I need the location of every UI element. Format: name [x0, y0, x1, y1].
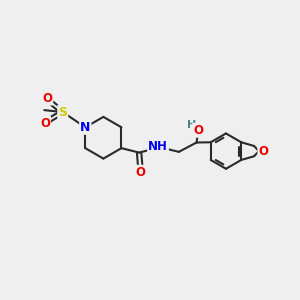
- Text: O: O: [193, 124, 203, 137]
- Text: O: O: [42, 92, 52, 105]
- Text: O: O: [135, 166, 145, 179]
- Text: H: H: [188, 120, 197, 130]
- Text: NH: NH: [148, 140, 168, 153]
- Text: S: S: [58, 106, 67, 118]
- Text: O: O: [258, 145, 268, 158]
- Text: O: O: [40, 117, 50, 130]
- Text: N: N: [80, 121, 91, 134]
